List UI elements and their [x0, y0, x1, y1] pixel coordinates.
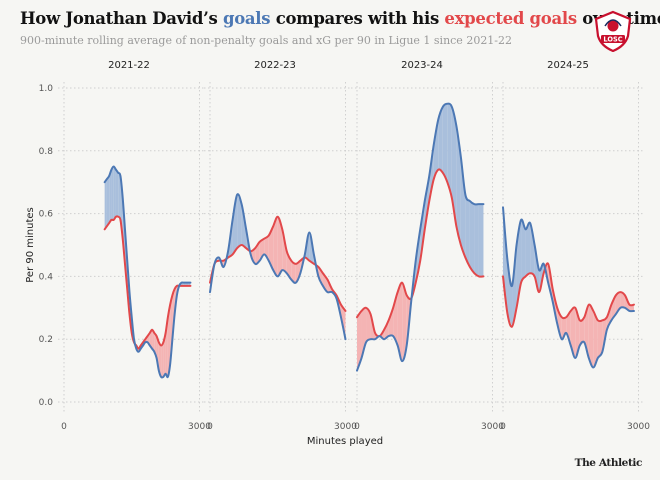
fill-goals-above-xg	[104, 179, 107, 230]
x-tick-label: 0	[354, 422, 360, 432]
fill-xg-above-goals	[152, 329, 155, 352]
fill-xg-above-goals	[268, 226, 274, 271]
fill-goals-above-xg	[460, 157, 466, 258]
fill-xg-above-goals	[388, 307, 394, 337]
x-tick-label: 3000	[188, 422, 211, 432]
fill-xg-above-goals	[588, 304, 594, 368]
title-goals-word: goals	[222, 9, 271, 28]
fill-xg-above-goals	[170, 295, 173, 365]
goals-line	[103, 165, 192, 379]
fill-xg-above-goals	[597, 320, 603, 359]
fill-goals-above-xg	[111, 166, 114, 220]
goals-line	[356, 102, 485, 372]
fill-goals-above-xg	[530, 223, 535, 277]
fill-goals-above-xg	[118, 172, 121, 220]
fill-goals-above-xg	[241, 204, 247, 249]
fill-goals-above-xg	[442, 103, 448, 183]
fill-goals-above-xg	[465, 194, 470, 267]
title-xg-word: expected goals	[444, 9, 577, 28]
x-tick-label: 3000	[334, 422, 357, 432]
fill-xg-above-goals	[286, 251, 292, 280]
y-tick-label: 0.2	[39, 335, 53, 345]
y-tick-label: 0.8	[39, 147, 54, 157]
facet-label: 2024-25	[547, 60, 589, 71]
xg-line	[502, 262, 635, 328]
y-tick-label: 0.6	[39, 210, 54, 220]
fill-goals-above-xg	[106, 175, 110, 227]
x-tick-label: 0	[207, 422, 213, 432]
fill-xg-above-goals	[366, 307, 371, 343]
fill-goals-above-xg	[115, 169, 119, 217]
fill-goals-above-xg	[433, 119, 439, 180]
title-part: compares with his	[270, 9, 445, 28]
facet-label: 2023-24	[401, 60, 443, 71]
x-axis-label: Minutes played	[307, 436, 383, 447]
x-tick-label: 3000	[627, 422, 650, 432]
fill-xg-above-goals	[620, 292, 625, 308]
fill-xg-above-goals	[277, 216, 283, 277]
fill-goals-above-xg	[478, 204, 484, 277]
y-tick-label: 0.0	[39, 398, 54, 408]
fill-xg-above-goals	[291, 260, 296, 283]
fill-xg-above-goals	[163, 332, 166, 377]
fill-goals-above-xg	[469, 201, 475, 274]
chart-subtitle: 900-minute rolling average of non-penalt…	[20, 34, 513, 47]
fill-goals-above-xg	[232, 194, 238, 255]
fill-xg-above-goals	[402, 282, 407, 362]
fill-goals-above-xg	[521, 219, 526, 283]
fill-goals-above-xg	[113, 166, 116, 220]
goals-line	[502, 206, 635, 369]
fill-xg-above-goals	[566, 310, 571, 346]
y-tick-label: 0.4	[39, 272, 54, 282]
fill-goals-above-xg	[438, 106, 443, 173]
x-tick-label: 0	[500, 422, 506, 432]
fill-xg-above-goals	[250, 248, 256, 264]
title-part: How Jonathan David’s	[20, 9, 223, 28]
fill-xg-above-goals	[570, 307, 576, 359]
losc-logo-icon: LOSC	[594, 10, 632, 52]
facet-label: 2022-23	[254, 60, 296, 71]
chart-title: How Jonathan David’s goals compares with…	[20, 9, 660, 28]
fill-xg-above-goals	[322, 273, 328, 293]
xg-line	[209, 215, 347, 312]
credit-label: The Athletic	[574, 457, 643, 469]
fill-goals-above-xg	[525, 223, 531, 277]
logo-text: LOSC	[603, 36, 622, 44]
fill-xg-above-goals	[273, 216, 278, 277]
fill-goals-above-xg	[451, 106, 457, 227]
fill-xg-above-goals	[397, 282, 403, 362]
fill-xg-above-goals	[149, 329, 153, 349]
y-tick-label: 1.0	[39, 84, 54, 94]
fill-xg-above-goals	[167, 304, 171, 377]
fill-xg-above-goals	[158, 342, 162, 377]
fill-goals-above-xg	[109, 169, 112, 224]
x-tick-label: 3000	[481, 422, 504, 432]
y-axis-label: Per 90 minutes	[25, 207, 36, 283]
x-tick-label: 0	[61, 422, 67, 432]
xg-line	[103, 215, 192, 350]
fill-goals-above-xg	[309, 232, 314, 264]
fill-xg-above-goals	[295, 260, 301, 283]
facet-label: 2021-22	[108, 60, 150, 71]
fill-xg-above-goals	[357, 310, 362, 371]
fill-goals-above-xg	[447, 103, 452, 198]
fill-goals-above-xg	[420, 201, 425, 261]
fill-xg-above-goals	[593, 310, 598, 368]
fill-xg-above-goals	[282, 229, 287, 274]
fill-xg-above-goals	[579, 317, 585, 346]
fill-xg-above-goals	[161, 342, 164, 377]
fill-goals-above-xg	[237, 194, 242, 249]
fill-goals-above-xg	[474, 204, 479, 277]
goals-line	[209, 193, 347, 341]
